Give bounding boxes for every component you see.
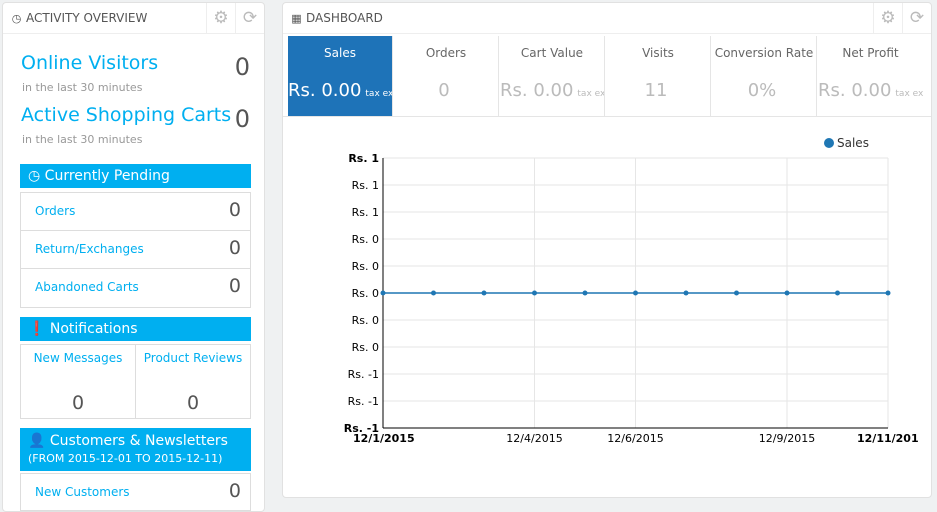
pending-list: Orders 0 Return/Exchanges 0 Abandoned Ca… — [20, 192, 251, 308]
pending-label[interactable]: Abandoned Carts — [35, 280, 139, 294]
pending-row-returns[interactable]: Return/Exchanges 0 — [21, 231, 250, 269]
pending-label[interactable]: Return/Exchanges — [35, 242, 144, 256]
x-tick-label: 12/1/2015 — [353, 432, 415, 445]
kpi-value: 0% — [747, 80, 777, 101]
y-tick-label: Rs. 0 — [352, 233, 379, 246]
pending-value: 0 — [228, 237, 241, 259]
active-carts-value: 0 — [234, 105, 250, 133]
x-tick-label: 12/4/2015 — [506, 432, 562, 445]
data-point — [784, 290, 790, 296]
online-visitors-sub: in the last 30 minutes — [22, 81, 143, 94]
new-customers-value: 0 — [228, 480, 241, 502]
notification-value: 0 — [186, 392, 200, 414]
kpi-value: 11 — [644, 80, 668, 101]
y-tick-label: Rs. 0 — [352, 314, 379, 327]
notification-value: 0 — [71, 392, 85, 414]
x-tick-label: 12/9/2015 — [759, 432, 815, 445]
kpi-label: Sales — [324, 46, 356, 60]
kpi-label: Orders — [425, 46, 467, 60]
kpi-label: Cart Value — [520, 46, 584, 60]
notification-label[interactable]: Product Reviews — [143, 351, 243, 365]
clock-icon: ◷ — [28, 168, 41, 184]
kpi-divider — [283, 116, 931, 117]
y-tick-label: Rs. 0 — [352, 260, 379, 273]
pending-value: 0 — [228, 275, 241, 297]
sales-line-chart: Rs. 1 Rs. 1 Rs. 1 Rs. 0 Rs. 0 Rs. 0 Rs. 0 Rs. 0… — [344, 136, 919, 445]
clock-icon: ◷ — [11, 12, 22, 25]
x-tick-label: 12/11/201 — [857, 432, 919, 445]
data-point — [431, 290, 436, 296]
gear-icon[interactable]: ⚙ — [873, 3, 902, 34]
data-point — [532, 290, 537, 296]
y-tick-label: Rs. -1 — [344, 422, 379, 435]
y-tick-label: Rs. -1 — [348, 395, 379, 408]
kpi-tab-visits[interactable]: Visits 11 — [606, 36, 711, 116]
currently-pending-title: Currently Pending — [44, 168, 170, 184]
y-tick-label: Rs. 0 — [352, 287, 379, 300]
y-tick-label: Rs. 1 — [352, 206, 379, 219]
notification-product-reviews[interactable]: Product Reviews 0 — [136, 345, 250, 418]
kpi-tab-orders[interactable]: Orders 0 — [394, 36, 499, 116]
dashboard-title: DASHBOARD — [306, 11, 383, 25]
data-point — [582, 290, 588, 296]
refresh-icon[interactable]: ⟳ — [902, 3, 931, 34]
data-point — [835, 290, 840, 296]
pending-row-orders[interactable]: Orders 0 — [21, 193, 250, 231]
customers-header: 👤 Customers & Newsletters (FROM 2015-12-… — [20, 428, 251, 471]
activity-overview-panel: ◷ ACTIVITY OVERVIEW ⚙ ⟳ Online Visitors 0… — [2, 2, 265, 512]
notifications-title: Notifications — [49, 321, 138, 337]
pending-label[interactable]: Orders — [35, 204, 76, 218]
data-point — [885, 290, 891, 296]
data-point — [734, 290, 739, 296]
legend-label-sales: Sales — [837, 136, 869, 150]
data-point — [683, 290, 689, 296]
active-carts-sub: in the last 30 minutes — [22, 133, 143, 146]
notification-label[interactable]: New Messages — [33, 351, 123, 365]
pending-value: 0 — [228, 199, 241, 221]
customers-list: New Customers 0 — [20, 473, 251, 511]
legend-marker-sales — [824, 138, 834, 148]
activity-overview-header: ◷ ACTIVITY OVERVIEW ⚙ ⟳ — [3, 3, 264, 34]
customers-title: Customers & Newsletters — [49, 433, 228, 449]
customers-row-new[interactable]: New Customers 0 — [21, 474, 250, 512]
bar-chart-icon: ▦ — [291, 12, 302, 25]
new-customers-label[interactable]: New Customers — [35, 485, 130, 499]
y-tick-label: Rs. 1 — [352, 179, 379, 192]
activity-overview-title: ACTIVITY OVERVIEW — [26, 11, 148, 25]
notifications-box: New Messages 0 Product Reviews 0 — [20, 344, 251, 419]
online-visitors-value: 0 — [234, 53, 250, 81]
data-point — [633, 290, 638, 296]
active-carts-label[interactable]: Active Shopping Carts — [21, 104, 232, 126]
kpi-label: Visits — [642, 46, 674, 60]
currently-pending-header: ◷ Currently Pending — [20, 164, 251, 188]
kpi-label: Conversion Rate — [714, 46, 814, 60]
kpi-label: Net Profit — [842, 46, 899, 60]
pending-row-abandoned[interactable]: Abandoned Carts 0 — [21, 269, 250, 307]
user-icon: 👤 — [28, 433, 46, 449]
y-tick-label: Rs. -1 — [348, 368, 379, 381]
customers-range: (FROM 2015-12-01 TO 2015-12-11) — [28, 452, 223, 465]
notification-new-messages[interactable]: New Messages 0 — [21, 345, 136, 418]
y-tick-label: Rs. 0 — [352, 341, 379, 354]
refresh-icon[interactable]: ⟳ — [235, 3, 264, 34]
x-tick-label: 12/6/2015 — [607, 432, 663, 445]
data-point — [380, 290, 386, 296]
data-point — [481, 290, 487, 296]
kpi-tab-conversion-rate[interactable]: Conversion Rate 0% — [712, 36, 817, 116]
gear-icon[interactable]: ⚙ — [206, 3, 235, 34]
dashboard-header: ▦ DASHBOARD ⚙ ⟳ — [283, 3, 931, 34]
kpi-value: 0 — [438, 80, 450, 101]
notifications-header: ❗ Notifications — [20, 317, 251, 341]
y-tick-label: Rs. 1 — [348, 152, 379, 165]
online-visitors-label[interactable]: Online Visitors — [21, 52, 159, 74]
exclamation-icon: ❗ — [28, 321, 46, 337]
